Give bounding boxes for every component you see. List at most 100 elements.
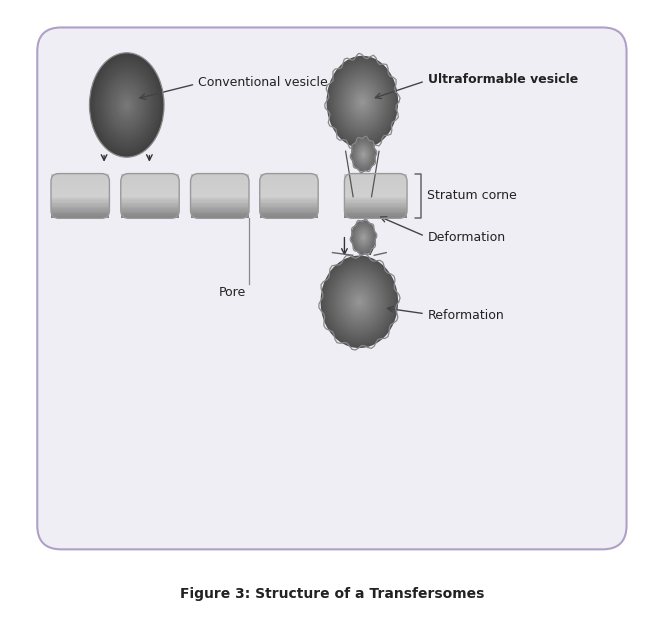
Bar [51,188,110,189]
Bar [121,202,179,203]
Bar [260,173,318,175]
Ellipse shape [357,146,370,163]
Bar [260,188,318,189]
Ellipse shape [349,85,376,119]
Bar [191,207,249,208]
Bar [344,173,407,175]
Ellipse shape [334,273,384,331]
Bar [191,212,249,213]
Bar [51,207,110,208]
Ellipse shape [344,79,380,125]
Ellipse shape [344,283,375,320]
Bar [260,194,318,196]
Ellipse shape [116,89,138,121]
Ellipse shape [361,234,366,240]
Ellipse shape [363,237,364,238]
Bar [191,202,249,203]
Ellipse shape [119,94,134,115]
Bar [344,203,407,204]
Bar [191,183,249,184]
Ellipse shape [354,141,373,168]
Ellipse shape [359,231,368,244]
Bar [51,198,110,199]
Bar [344,197,407,198]
Ellipse shape [340,279,379,325]
Bar [191,194,249,196]
Ellipse shape [336,274,382,329]
Bar [51,191,110,193]
Ellipse shape [326,262,393,342]
Bar [260,180,318,181]
Bar [51,190,110,191]
Bar [191,201,249,202]
Ellipse shape [351,137,376,172]
Text: Stratum corne: Stratum corne [428,189,517,202]
Bar [191,215,249,216]
Ellipse shape [99,67,154,143]
Bar [191,175,249,176]
Ellipse shape [353,140,374,169]
Ellipse shape [356,297,363,307]
Bar [191,210,249,212]
Text: Ultraformable vesicle: Ultraformable vesicle [428,73,578,86]
Bar [191,176,249,178]
Bar [51,193,110,194]
Ellipse shape [356,227,371,248]
Ellipse shape [331,268,388,336]
Ellipse shape [343,77,382,126]
Bar [344,176,407,178]
Bar [191,185,249,186]
Bar [344,183,407,184]
Bar [51,195,110,197]
Bar [121,201,179,202]
Bar [51,186,110,188]
Ellipse shape [347,82,378,122]
Ellipse shape [354,91,370,113]
Ellipse shape [110,83,143,128]
Ellipse shape [112,84,142,126]
Bar [121,189,179,190]
Bar [51,208,110,209]
Bar [344,215,407,216]
Ellipse shape [356,299,362,305]
Ellipse shape [354,225,372,250]
Bar [51,183,110,184]
Bar [191,203,249,204]
Ellipse shape [358,97,366,107]
Bar [260,199,318,201]
Bar [51,203,110,204]
Ellipse shape [350,86,374,117]
Bar [260,216,318,217]
Bar [121,188,179,189]
Bar [260,177,318,179]
Ellipse shape [330,60,394,144]
Bar [260,205,318,207]
Ellipse shape [123,100,130,110]
Text: Pore: Pore [219,286,247,299]
Ellipse shape [352,139,375,170]
Ellipse shape [341,280,378,323]
Bar [121,173,179,175]
Bar [51,176,110,178]
Bar [121,212,179,213]
Ellipse shape [354,142,372,167]
Bar [121,213,179,215]
Ellipse shape [352,139,374,170]
Ellipse shape [97,64,156,147]
Bar [121,208,179,209]
Ellipse shape [363,154,364,155]
Ellipse shape [360,149,367,160]
Ellipse shape [361,234,366,241]
Ellipse shape [321,255,398,348]
Ellipse shape [94,60,159,150]
Bar [191,205,249,207]
Bar [344,195,407,197]
Bar [51,185,110,186]
Ellipse shape [124,102,129,109]
Bar [121,216,179,217]
Ellipse shape [362,152,365,157]
Bar [191,177,249,179]
Ellipse shape [331,62,393,142]
Ellipse shape [92,56,162,154]
Ellipse shape [356,94,368,110]
